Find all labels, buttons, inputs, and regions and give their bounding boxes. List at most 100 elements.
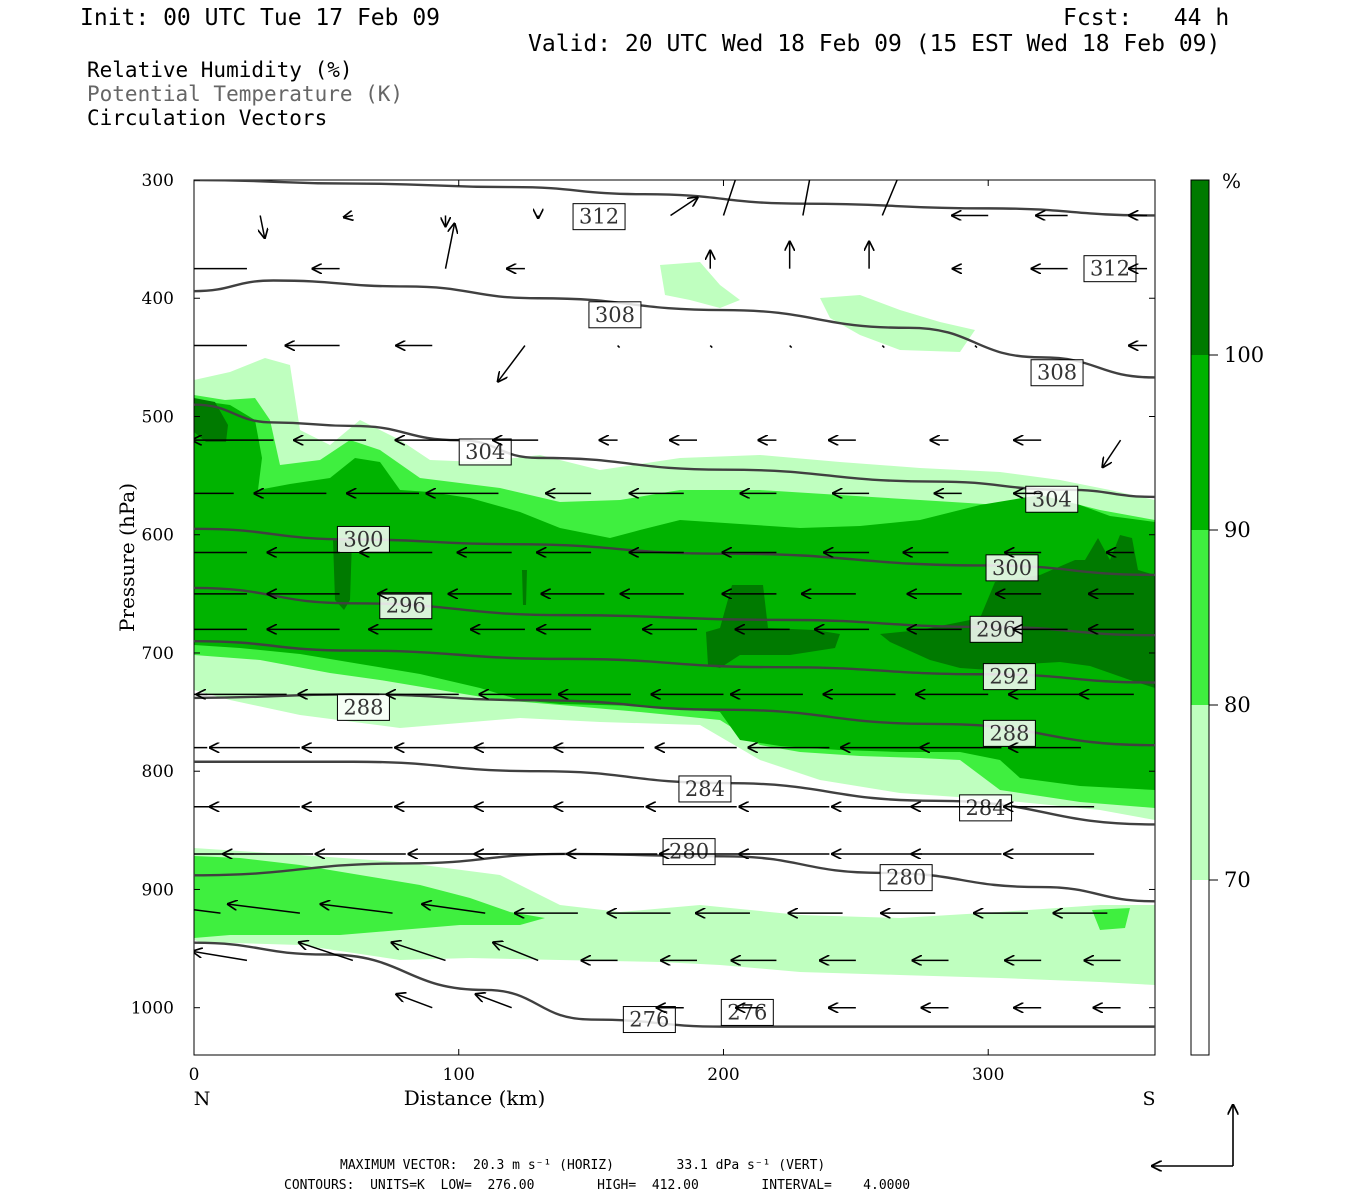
max-vector-note: MAXIMUM VECTOR: 20.3 m s⁻¹ (HORIZ) 33.1 … <box>340 1158 826 1173</box>
colorbar-90 <box>1191 355 1209 530</box>
reference-vector <box>1152 1105 1233 1166</box>
circulation-vector <box>321 904 393 914</box>
colorbar-label-80: 80 <box>1224 693 1251 717</box>
circulation-vector <box>260 215 265 238</box>
circulation-vector <box>344 215 353 217</box>
circulation-vector <box>422 904 486 914</box>
colorbar-100 <box>1191 180 1209 355</box>
colorbar-below-70 <box>1191 880 1209 1055</box>
contour-label-308: 308 <box>595 303 635 327</box>
y-tick-label: 300 <box>142 171 174 191</box>
rh-100-spot-1 <box>194 398 228 442</box>
circulation-vector <box>493 942 539 962</box>
contour-label-280: 280 <box>669 840 709 864</box>
contour-label-304: 304 <box>465 440 505 464</box>
circulation-vector <box>476 994 512 1009</box>
circulation-vector <box>617 345 621 349</box>
colorbar-80 <box>1191 530 1209 705</box>
contour-label-box <box>1030 359 1084 387</box>
contour-label-300: 300 <box>992 556 1032 580</box>
colorbar-label-70: 70 <box>1224 868 1251 892</box>
contour-label-box <box>379 592 433 620</box>
contour-label-312: 312 <box>579 205 619 229</box>
theta-field-label: Potential Temperature (K) <box>87 82 404 106</box>
contour-label-284: 284 <box>685 777 725 801</box>
theta-contour-280 <box>194 852 1155 903</box>
contour-label-296: 296 <box>976 617 1016 641</box>
contour-label-box <box>336 693 390 721</box>
theta-contour-308 <box>194 279 1155 379</box>
valid-time: Valid: 20 UTC Wed 18 Feb 09 (15 EST Wed … <box>528 31 1221 57</box>
plot-axes: 0 100 200 300 300 400 500 600 700 800 900 1000 N S Dis… <box>115 171 1156 1110</box>
theta-contour-276 <box>194 941 1155 1028</box>
contour-label-box <box>622 1006 676 1034</box>
contour-label-box <box>720 998 774 1026</box>
contour-info-note: CONTOURS: UNITS=K LOW= 276.00 HIGH= 412.… <box>284 1178 911 1193</box>
rh-70-band-lower <box>194 848 1155 985</box>
contour-label-288: 288 <box>343 695 383 719</box>
circulation-vector <box>670 197 698 217</box>
y-tick-label: 400 <box>142 289 174 309</box>
circulation-vector <box>881 345 885 349</box>
colorbar-unit: % <box>1222 169 1241 193</box>
rh-100-spot-5 <box>880 535 1155 688</box>
contour-label-box <box>985 554 1039 582</box>
circulation-vector <box>444 224 455 269</box>
circulation-vector <box>722 180 737 216</box>
colorbar-70 <box>1191 705 1209 880</box>
y-tick-label: 600 <box>142 526 174 546</box>
contour-label-box <box>588 301 642 329</box>
contour-label-288: 288 <box>989 721 1029 745</box>
x-end-label-north: N <box>194 1088 211 1110</box>
x-end-label-south: S <box>1142 1088 1155 1110</box>
x-tick-label: 0 <box>189 1065 200 1085</box>
circulation-vector <box>392 942 446 962</box>
y-tick-label: 700 <box>142 644 174 664</box>
rh-100-spot-3 <box>522 570 527 605</box>
rh-80-band-lower <box>194 856 545 938</box>
contour-label-box <box>572 203 626 231</box>
forecast-hour: Fcst: 44 h <box>1063 5 1230 31</box>
circulation-vector <box>194 951 248 962</box>
y-tick-label: 900 <box>142 880 174 900</box>
contour-label-276: 276 <box>629 1008 669 1032</box>
contour-label-box <box>662 838 716 866</box>
theta-contour-304 <box>194 403 1155 499</box>
y-axis-label: Pressure (hPa) <box>115 483 139 632</box>
contour-label-300: 300 <box>343 527 383 551</box>
circulation-vector <box>881 180 898 216</box>
rh-70-band-aloft-1 <box>660 262 740 308</box>
contour-label-308: 308 <box>1037 361 1077 385</box>
contour-label-312: 312 <box>1090 257 1130 281</box>
plot-frame <box>193 179 1156 1056</box>
y-tick-label: 500 <box>142 407 174 427</box>
contour-label-box <box>678 775 732 803</box>
circulation-vector <box>709 345 713 349</box>
colorbar-label-90: 90 <box>1224 518 1251 542</box>
circulation-vector <box>228 904 300 914</box>
circulation-vectors <box>194 180 1148 1009</box>
circulation-vector <box>1103 439 1122 467</box>
contour-label-292: 292 <box>989 665 1029 689</box>
contour-label-box <box>1083 255 1137 283</box>
vector-field-label: Circulation Vectors <box>87 106 328 130</box>
contour-label-box <box>982 663 1036 691</box>
contour-label-304: 304 <box>1032 487 1072 511</box>
contour-label-box <box>879 864 933 892</box>
circulation-vector <box>498 345 526 382</box>
contour-label-296: 296 <box>386 594 426 618</box>
circulation-vector <box>396 994 433 1009</box>
rh-colorbar: % 100 90 80 70 <box>1190 169 1264 1056</box>
rh-100-spot-4 <box>706 585 840 668</box>
rh-70-band-aloft-2 <box>820 295 975 352</box>
y-tick-label: 800 <box>142 762 174 782</box>
circulation-vector <box>194 909 221 914</box>
circulation-vector <box>974 345 978 349</box>
circulation-vector <box>802 180 811 216</box>
init-time: Init: 00 UTC Tue 17 Feb 09 <box>80 5 441 31</box>
theta-contour-labels: 312 312 308 308 304 304 300 300 296 296 292 288 288 2… <box>336 203 1137 1034</box>
circulation-vector <box>789 345 793 349</box>
contour-label-284: 284 <box>966 796 1006 820</box>
contour-label-280: 280 <box>886 866 926 890</box>
